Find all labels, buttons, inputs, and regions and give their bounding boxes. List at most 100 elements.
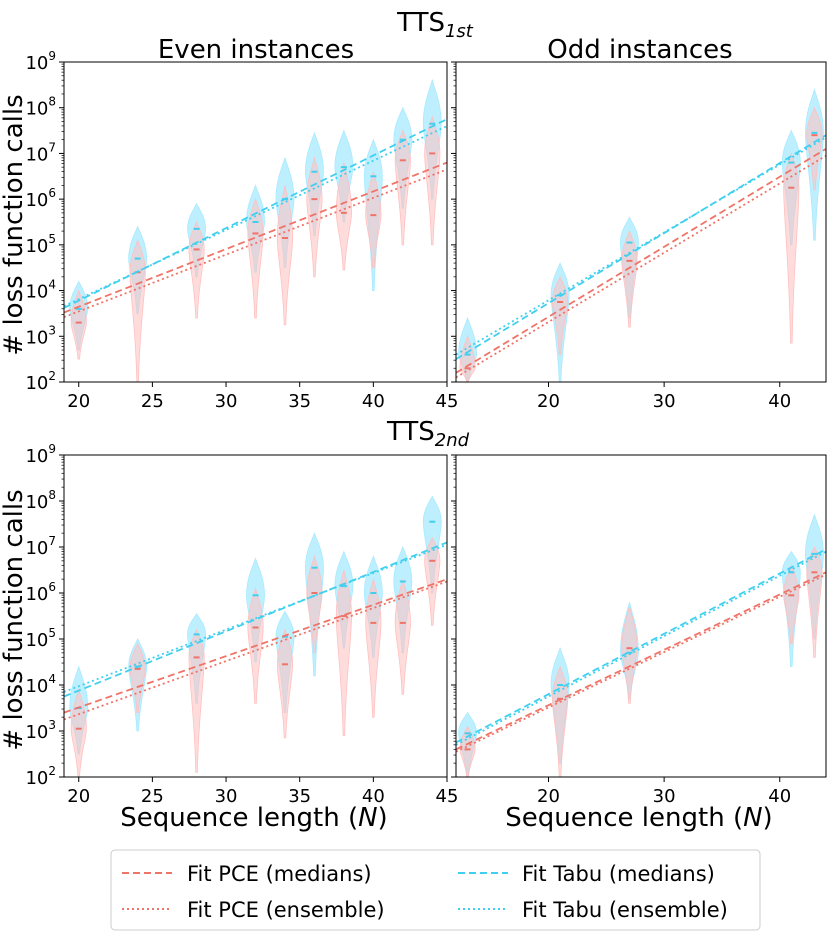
violin-pce (276, 185, 294, 326)
violin-group-n43 (805, 513, 824, 658)
fit-line-pce-medians (64, 161, 447, 314)
fit-line-pce-ensemble (456, 573, 826, 753)
x-axis-label-left: Sequence length (N) (120, 803, 387, 833)
y-tick-label: 102 (25, 764, 56, 789)
x-tick-label: 40 (768, 391, 791, 412)
violin-group-n20 (69, 280, 89, 360)
row-title-2: TTS2nd (386, 417, 470, 451)
violin-pce (335, 162, 352, 271)
violin-pce (424, 115, 441, 246)
panel-1-0: 102 103 104 105 106 107 108 109 20 25 30 35 40 45 (25, 442, 458, 807)
y-tick-label: 106 (25, 580, 56, 605)
violin-group-n38 (334, 550, 354, 736)
plot-area (456, 513, 826, 777)
violin-pce (276, 628, 294, 739)
y-tick-label: 109 (25, 442, 56, 467)
x-tick-label: 30 (653, 391, 676, 412)
y-tick-label: 105 (25, 626, 56, 651)
plot-area (64, 78, 447, 382)
x-axis-label-right-var: N (743, 803, 762, 833)
y-tick-label: 105 (25, 232, 56, 257)
violin-group-n42 (393, 106, 413, 246)
fit-line-tabu-ensemble (456, 136, 826, 356)
x-tick-label: 20 (537, 786, 560, 807)
y-tick-label: 107 (25, 534, 56, 559)
x-tick-label: 30 (215, 391, 238, 412)
violin-pce (365, 579, 382, 718)
violin-group-n34 (275, 610, 295, 739)
fit-line-tabu-ensemble (64, 543, 447, 693)
violin-pce (394, 579, 411, 695)
fit-line-tabu-ensemble (456, 550, 826, 746)
fit-line-tabu-medians (64, 541, 447, 698)
violin-pce (459, 335, 476, 382)
violin-group-n40 (363, 138, 383, 291)
y-tick-label: 108 (25, 488, 56, 513)
panels: 102 103 104 105 106 107 108 109 20 25 30 35 40 45 20 30… (25, 49, 827, 807)
row-title-1: TTS1st (396, 8, 474, 42)
violin-group-n36 (305, 532, 324, 677)
violin-group-n27 (620, 216, 639, 328)
x-axis-label-left-close: ) (378, 803, 388, 833)
y-axis-label-top: # loss function calls (0, 94, 29, 355)
y-tick-label: 103 (25, 323, 56, 348)
x-tick-label: 25 (141, 391, 164, 412)
x-axis-label-left-var: N (358, 803, 377, 833)
x-tick-label: 45 (436, 391, 459, 412)
column-title-even: Even instances (158, 35, 354, 65)
violin-pce (783, 152, 800, 344)
violin-group-n34 (275, 156, 295, 326)
axes-frame (63, 454, 448, 778)
violin-group-n27 (620, 602, 639, 704)
legend-label-pce-medians: Fit PCE (medians) (187, 862, 372, 886)
y-tick-label: 109 (25, 49, 56, 74)
violin-group-n28 (187, 202, 206, 319)
axes-frame (455, 61, 827, 383)
x-axis-label-left-main: Sequence length ( (120, 803, 358, 833)
fit-line-pce-medians (456, 148, 826, 374)
violin-pce (188, 628, 205, 773)
violin-pce (70, 688, 87, 777)
violin-pce (552, 665, 569, 777)
y-tick-label: 103 (25, 718, 56, 743)
violin-group-n44 (422, 78, 442, 246)
x-axis-label-right: Sequence length (N) (505, 803, 772, 833)
violin-pce (424, 536, 441, 626)
violin-group-n21 (550, 646, 570, 777)
y-tick-label: 108 (25, 95, 56, 120)
row-title-1-sub: 1st (445, 21, 474, 42)
x-tick-label: 30 (653, 786, 676, 807)
violin-pce (188, 220, 205, 319)
x-tick-label: 45 (436, 786, 459, 807)
violin-pce (129, 239, 146, 382)
violin-group-n13 (458, 316, 477, 382)
plot-area (456, 87, 826, 382)
axes-frame (63, 61, 448, 383)
y-tick-label: 106 (25, 186, 56, 211)
y-tick-label: 107 (25, 140, 56, 165)
legend-label-tabu-medians: Fit Tabu (medians) (522, 862, 715, 886)
x-tick-label: 20 (67, 786, 90, 807)
fit-line-tabu-ensemble (64, 125, 447, 307)
violin-pce (806, 545, 823, 658)
fit-line-pce-ensemble (456, 154, 826, 379)
fit-line-tabu-medians (456, 134, 826, 360)
x-tick-label: 20 (67, 391, 90, 412)
violin-group-n32 (246, 557, 265, 704)
fit-line-pce-medians (64, 578, 447, 714)
y-tick-label: 104 (25, 672, 56, 697)
violin-group-n42 (393, 545, 413, 695)
legend-frame (110, 849, 761, 931)
violin-group-n44 (422, 495, 442, 626)
panel-1-1: 20 30 40 (451, 454, 827, 807)
violin-group-n24 (128, 638, 148, 732)
x-tick-label: 35 (288, 391, 311, 412)
violin-group-n24 (128, 225, 148, 382)
x-tick-label: 35 (288, 786, 311, 807)
violin-pce (306, 554, 323, 654)
y-tick-label: 104 (25, 278, 56, 303)
violin-group-n32 (246, 184, 265, 319)
y-axis-label-bottom: # loss function calls (0, 489, 29, 750)
violin-group-n40 (363, 554, 383, 718)
